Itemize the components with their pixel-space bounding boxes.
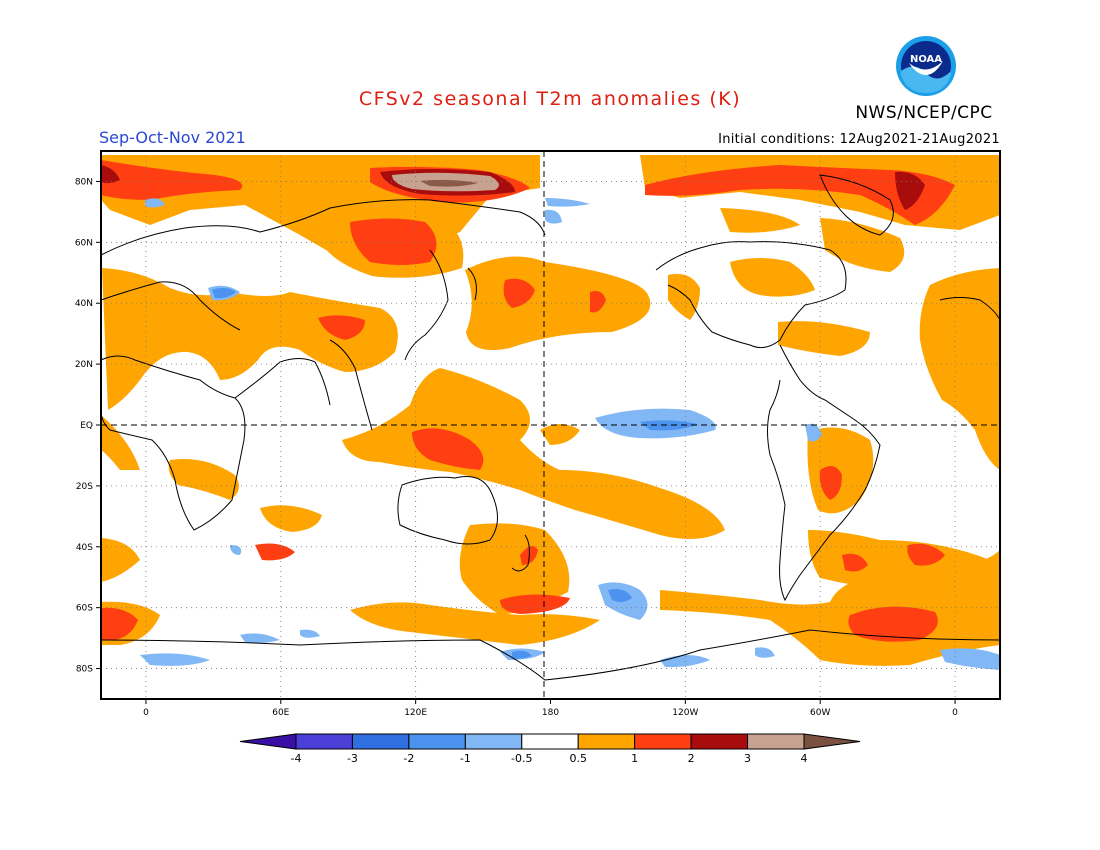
lat-tick-label: 20S xyxy=(76,482,93,492)
lon-tick-label: 180 xyxy=(542,708,559,718)
colorbar-swatch xyxy=(634,733,692,750)
season-label: Sep-Oct-Nov 2021 xyxy=(99,128,246,147)
noaa-logo-icon: NOAA xyxy=(896,36,956,96)
lon-tick-label: 60E xyxy=(272,708,289,718)
colorbar-swatch xyxy=(521,733,579,750)
colorbar-label: -1 xyxy=(460,752,471,765)
lat-tick-label: EQ xyxy=(80,421,93,431)
colorbar-swatch xyxy=(295,733,353,750)
axis-labels: 80N 60N 40N 20N EQ 20S 40S 60S 80S 0 60E 120E 180 120… xyxy=(75,177,958,718)
lat-tick-label: 60N xyxy=(75,238,93,248)
colorbar-label: 2 xyxy=(688,752,695,765)
coastlines xyxy=(100,174,1001,681)
cool-core-layer xyxy=(212,287,698,659)
noaa-logo-text: NOAA xyxy=(910,54,942,65)
colorbar-label: 1 xyxy=(631,752,638,765)
lon-tick-label: 60W xyxy=(810,708,830,718)
lat-tick-label: 40S xyxy=(76,543,93,553)
lat-tick-label: 20N xyxy=(75,360,93,370)
lat-tick-label: 60S xyxy=(76,604,93,614)
colorbar-swatch xyxy=(690,733,749,750)
map-title: CFSv2 seasonal T2m anomalies (K) xyxy=(358,88,742,110)
colorbar-label: -2 xyxy=(403,752,414,765)
colorbar-label: 4 xyxy=(801,752,808,765)
agency-label: NWS/NCEP/CPC xyxy=(855,103,993,123)
colorbar-high-arrow xyxy=(803,733,861,750)
colorbar-label: -0.5 xyxy=(511,752,532,765)
lon-tick-label: 120E xyxy=(404,708,427,718)
lon-tick-label: 0 xyxy=(143,708,149,718)
lat-tick-label: 80N xyxy=(75,177,93,187)
colorbar-swatch xyxy=(464,733,523,750)
colorbar-swatch xyxy=(577,733,636,750)
colorbar-swatch xyxy=(351,733,410,750)
colorbar-label: 0.5 xyxy=(569,752,587,765)
colorbar-label: -4 xyxy=(291,752,302,765)
colorbar-swatch xyxy=(408,733,466,750)
colorbar-swatch xyxy=(747,733,805,750)
lat-tick-label: 40N xyxy=(75,299,93,309)
colorbar: -4 -3 -2 -1 -0.5 0.5 1 2 3 4 xyxy=(239,733,861,765)
lat-tick-label: 80S xyxy=(76,665,93,675)
initial-conditions-label: Initial conditions: 12Aug2021-21Aug2021 xyxy=(718,132,1000,147)
colorbar-label: 3 xyxy=(744,752,751,765)
lon-tick-label: 0 xyxy=(952,708,958,718)
colorbar-low-arrow xyxy=(239,733,297,750)
lon-tick-label: 120W xyxy=(672,708,698,718)
colorbar-label: -3 xyxy=(347,752,358,765)
extreme-warm-core xyxy=(420,179,478,187)
